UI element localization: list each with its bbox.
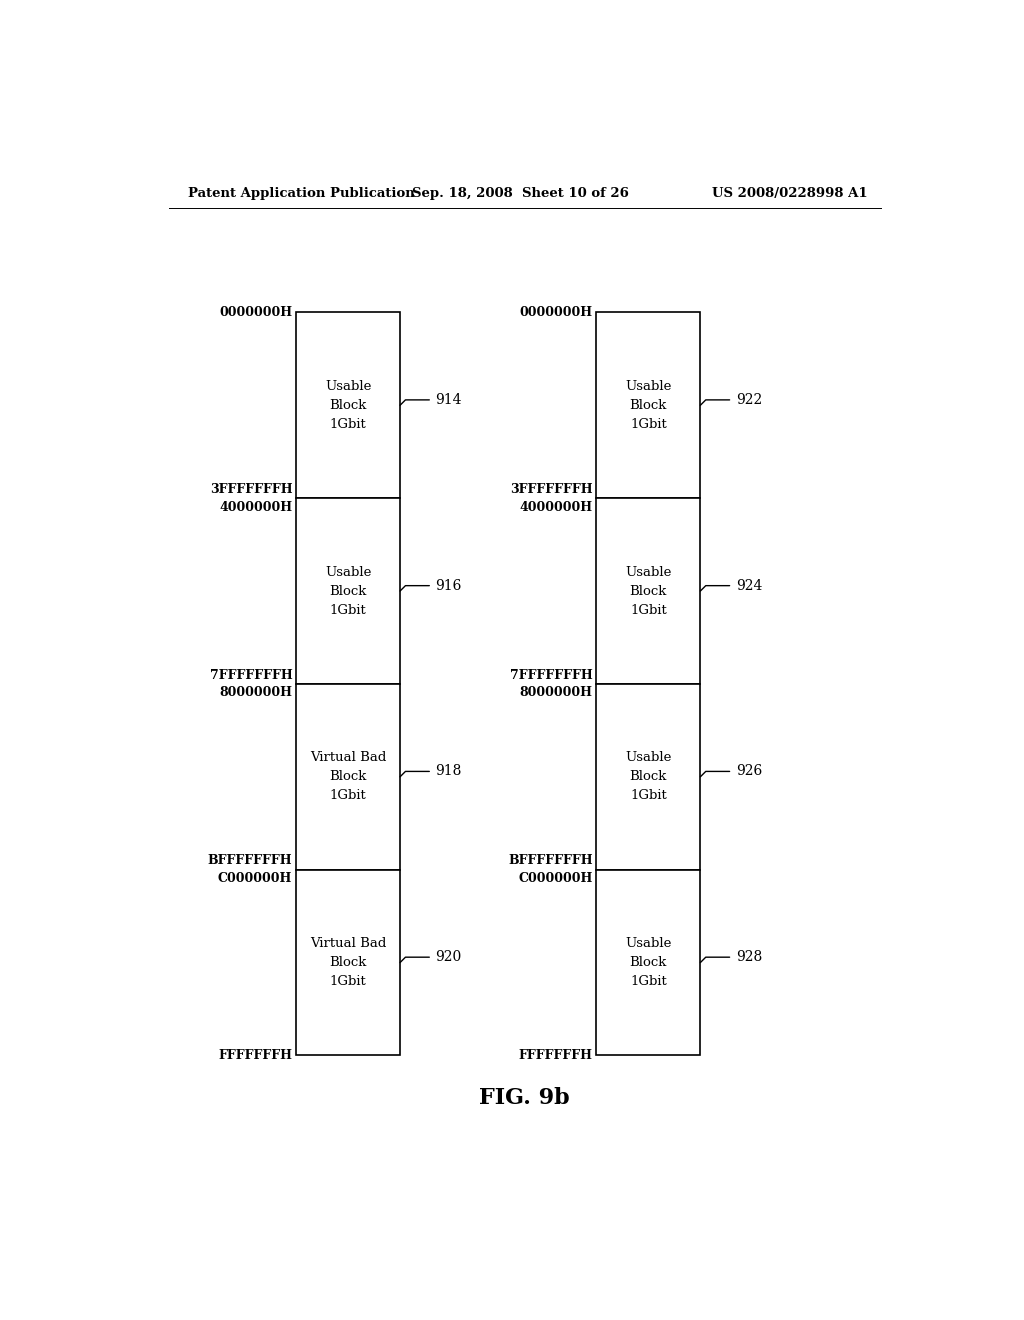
Text: 7FFFFFFFH: 7FFFFFFFH — [510, 668, 593, 681]
Text: Usable
Block
1Gbit: Usable Block 1Gbit — [626, 751, 672, 803]
Text: 920: 920 — [435, 950, 462, 964]
Text: BFFFFFFFH: BFFFFFFFH — [508, 854, 593, 867]
Text: 4000000H: 4000000H — [219, 500, 292, 513]
Text: 3FFFFFFFH: 3FFFFFFFH — [210, 483, 292, 496]
Text: C000000H: C000000H — [518, 873, 593, 884]
Text: Usable
Block
1Gbit: Usable Block 1Gbit — [325, 565, 372, 616]
Bar — [296, 684, 400, 870]
Text: US 2008/0228998 A1: US 2008/0228998 A1 — [712, 186, 867, 199]
Text: Usable
Block
1Gbit: Usable Block 1Gbit — [325, 380, 372, 430]
Bar — [296, 870, 400, 1056]
Text: FFFFFFFH: FFFFFFFH — [518, 1049, 593, 1063]
Bar — [296, 313, 400, 498]
Text: 922: 922 — [736, 393, 762, 407]
Text: Virtual Bad
Block
1Gbit: Virtual Bad Block 1Gbit — [310, 937, 386, 989]
Text: Usable
Block
1Gbit: Usable Block 1Gbit — [626, 380, 672, 430]
Text: 0000000H: 0000000H — [519, 306, 593, 319]
Text: Usable
Block
1Gbit: Usable Block 1Gbit — [626, 937, 672, 989]
Text: 918: 918 — [435, 764, 462, 779]
Text: 4000000H: 4000000H — [519, 500, 593, 513]
Bar — [596, 498, 700, 684]
Text: 0000000H: 0000000H — [219, 306, 292, 319]
Text: 928: 928 — [736, 950, 762, 964]
Bar — [596, 313, 700, 498]
Text: Usable
Block
1Gbit: Usable Block 1Gbit — [626, 565, 672, 616]
Text: 8000000H: 8000000H — [219, 686, 292, 700]
Text: 926: 926 — [736, 764, 762, 779]
Text: 924: 924 — [736, 578, 762, 593]
Text: Patent Application Publication: Patent Application Publication — [188, 186, 415, 199]
Text: 3FFFFFFFH: 3FFFFFFFH — [510, 483, 593, 496]
Text: 7FFFFFFFH: 7FFFFFFFH — [210, 668, 292, 681]
Text: 8000000H: 8000000H — [519, 686, 593, 700]
Bar — [596, 870, 700, 1056]
Text: Sep. 18, 2008  Sheet 10 of 26: Sep. 18, 2008 Sheet 10 of 26 — [412, 186, 629, 199]
Text: 916: 916 — [435, 578, 462, 593]
Text: FFFFFFFH: FFFFFFFH — [218, 1049, 292, 1063]
Text: 914: 914 — [435, 393, 462, 407]
Bar — [296, 498, 400, 684]
Text: C000000H: C000000H — [218, 873, 292, 884]
Text: FIG. 9b: FIG. 9b — [479, 1086, 570, 1109]
Bar — [596, 684, 700, 870]
Text: BFFFFFFFH: BFFFFFFFH — [208, 854, 292, 867]
Text: Virtual Bad
Block
1Gbit: Virtual Bad Block 1Gbit — [310, 751, 386, 803]
